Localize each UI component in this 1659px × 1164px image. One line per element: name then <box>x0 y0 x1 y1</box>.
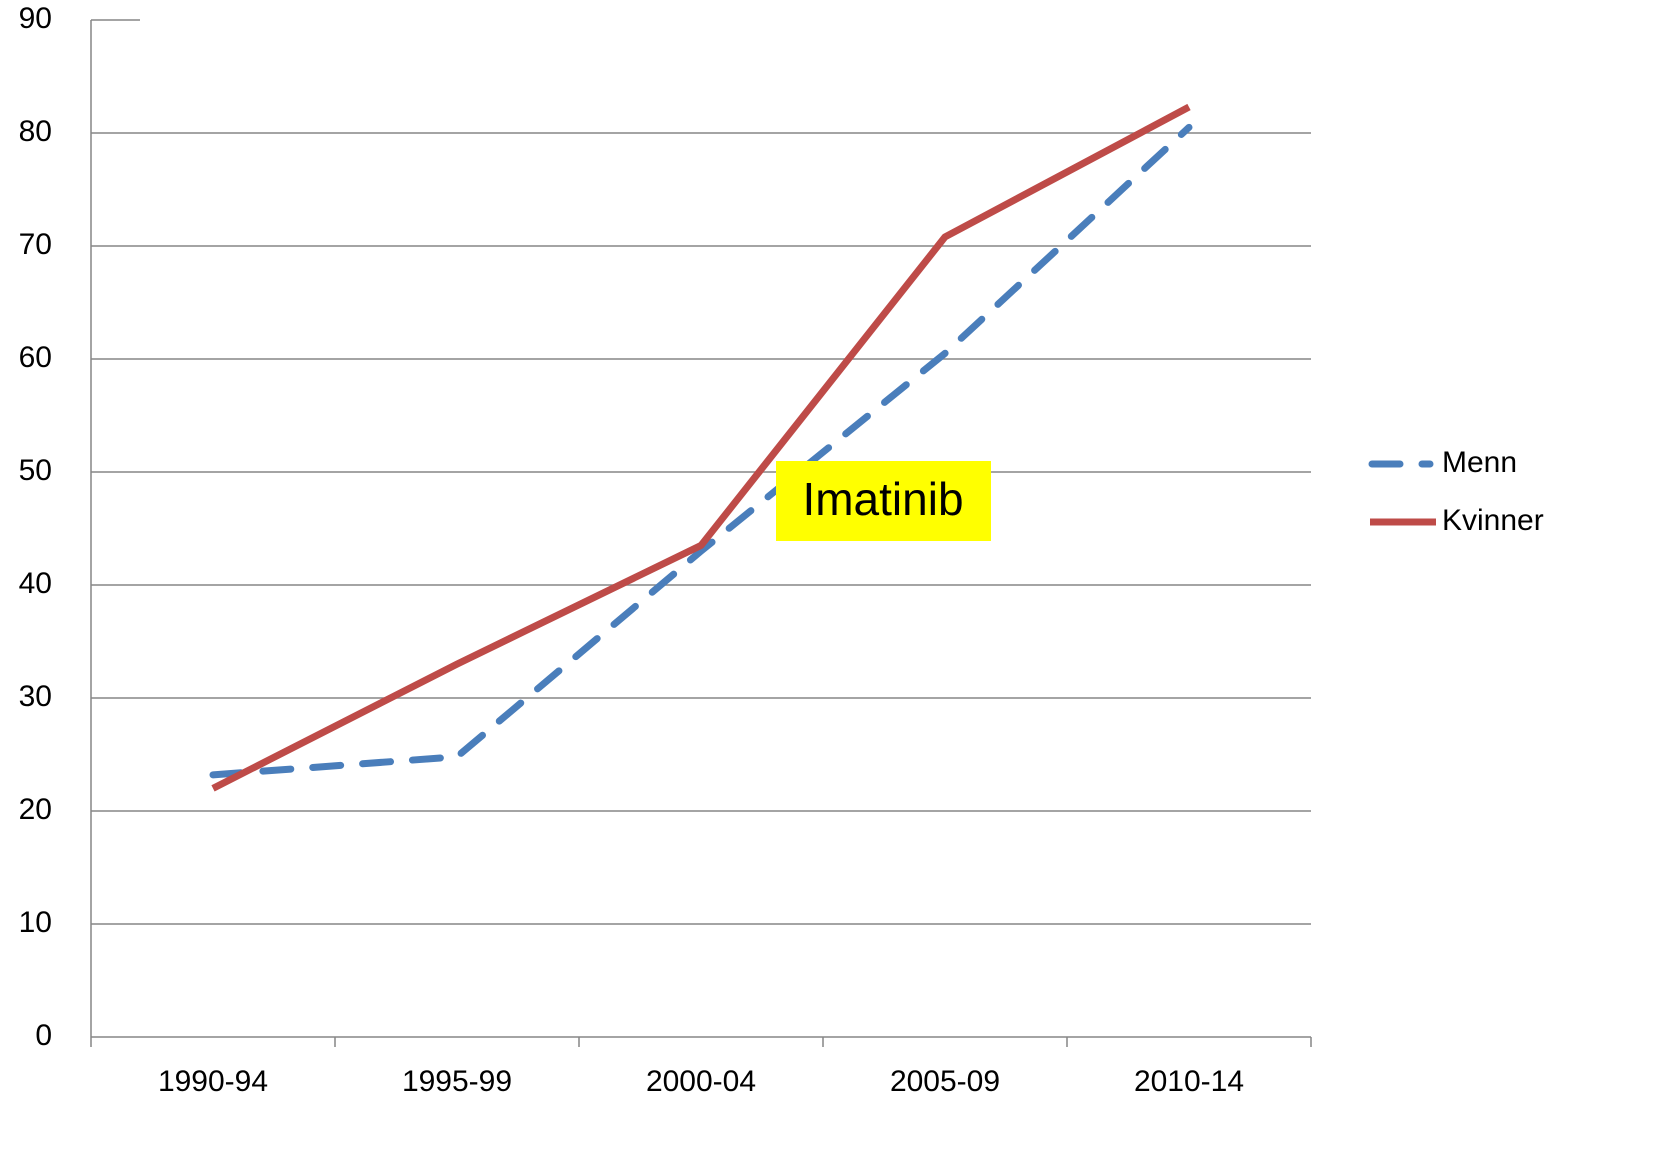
legend-label: Menn <box>1442 446 1517 479</box>
series-line <box>211 103 1191 792</box>
annotation: Imatinib <box>802 473 963 525</box>
x-tick-label: 1995-99 <box>402 1065 512 1098</box>
y-tick-label: 20 <box>19 793 52 826</box>
y-tick-label: 90 <box>19 2 52 35</box>
x-tick-label: 2005-09 <box>890 1065 1000 1098</box>
y-tick-label: 10 <box>19 906 52 939</box>
y-tick-label: 80 <box>19 115 52 148</box>
y-tick-label: 30 <box>19 680 52 713</box>
series-line <box>209 123 1193 779</box>
legend-label: Kvinner <box>1442 504 1544 537</box>
y-tick-label: 50 <box>19 454 52 487</box>
y-tick-label: 70 <box>19 228 52 261</box>
x-tick-label: 2010-14 <box>1134 1065 1244 1098</box>
x-tick-label: 2000-04 <box>646 1065 756 1098</box>
annotation-box <box>776 461 991 541</box>
y-tick-label: 0 <box>35 1019 52 1052</box>
y-tick-label: 40 <box>19 567 52 600</box>
x-tick-label: 1990-94 <box>158 1065 268 1098</box>
y-tick-label: 60 <box>19 341 52 374</box>
